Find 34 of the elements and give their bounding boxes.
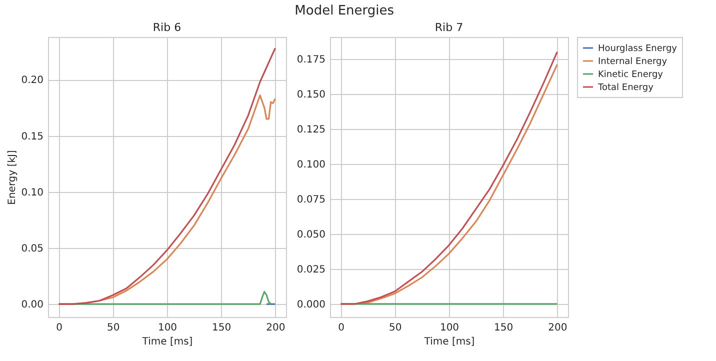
y-axis-title: Energy [kJ] — [7, 150, 18, 205]
x-tick-label: 0 — [338, 322, 345, 334]
text: Model Energies — [294, 4, 394, 18]
y-tick-label: 0.10 — [21, 187, 44, 198]
y-tick-label: 0.15 — [21, 131, 44, 142]
chart-title: Rib 7 — [434, 21, 464, 34]
y-tick-label: 0.150 — [296, 89, 326, 100]
x-tick-label: 200 — [266, 322, 286, 334]
x-tick-label: 50 — [107, 322, 120, 334]
x-tick-label: 100 — [440, 322, 460, 334]
y-tick-label: 0.075 — [296, 194, 326, 206]
line-series — [58, 47, 276, 305]
x-axis-title: Time [ms] — [141, 336, 193, 348]
legend-label: Kinetic Energy — [598, 70, 664, 80]
x-tick-label: 0 — [56, 322, 63, 334]
x-tick-label: 200 — [548, 322, 568, 334]
y-tick-label: 0.025 — [296, 264, 326, 276]
y-tick-label: 0.05 — [21, 243, 44, 254]
y-tick-label: 0.000 — [296, 299, 326, 310]
y-tick-label: 0.050 — [296, 229, 326, 240]
y-tick-label: 0.00 — [21, 300, 44, 311]
y-tick-label: 0.125 — [296, 124, 326, 136]
x-tick-label: 50 — [389, 322, 402, 334]
x-tick-label: 150 — [212, 322, 232, 334]
legend-label: Hourglass Energy — [598, 44, 678, 54]
legend-label: Total Energy — [597, 83, 654, 93]
y-tick-label: 0.100 — [296, 159, 326, 170]
x-tick-label: 150 — [494, 322, 514, 334]
chart-title: Rib 6 — [152, 21, 182, 34]
y-tick-label: 0.20 — [21, 75, 44, 86]
legend-label: Internal Energy — [598, 57, 668, 67]
y-tick-label: 0.175 — [296, 54, 326, 66]
x-axis-title: Time [ms] — [423, 336, 475, 348]
x-tick-label: 100 — [158, 322, 178, 334]
